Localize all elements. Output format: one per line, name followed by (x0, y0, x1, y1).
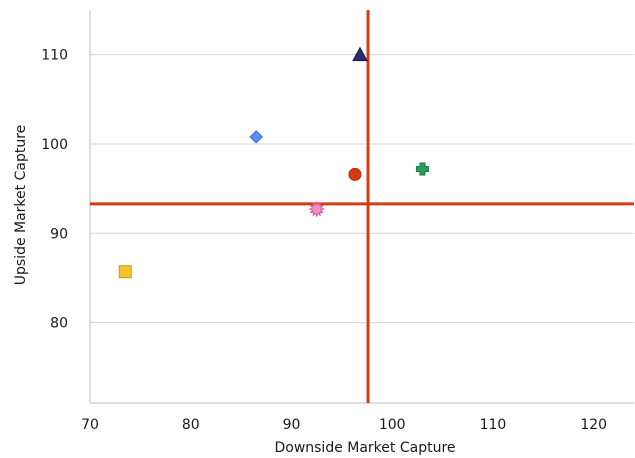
data-point-starburst (308, 200, 325, 218)
x-tick-label: 70 (81, 417, 99, 433)
y-tick-label: 100 (41, 137, 68, 153)
y-tick-label: 90 (50, 226, 68, 242)
y-axis-title: Upside Market Capture (13, 125, 29, 286)
x-tick-label: 80 (182, 417, 200, 433)
data-points (118, 46, 429, 279)
axes (89, 10, 634, 404)
y-tick-label: 80 (50, 316, 68, 332)
y-tick-label: 110 (41, 48, 68, 64)
x-tick-label: 120 (580, 417, 607, 433)
reference-lines (90, 10, 634, 403)
gridlines (90, 54, 634, 324)
data-point-circle (348, 167, 362, 181)
x-tick-label: 110 (480, 417, 507, 433)
x-axis-title: Downside Market Capture (274, 440, 455, 456)
data-point-diamond (249, 130, 263, 144)
data-point-triangle (352, 46, 368, 62)
x-tick-label: 100 (379, 417, 406, 433)
data-point-cross (415, 162, 429, 176)
x-tick-label: 90 (283, 417, 301, 433)
data-point-square (118, 265, 132, 279)
tick-labels: 80 90 100 110 70 80 90 100 110 120 (41, 48, 607, 433)
